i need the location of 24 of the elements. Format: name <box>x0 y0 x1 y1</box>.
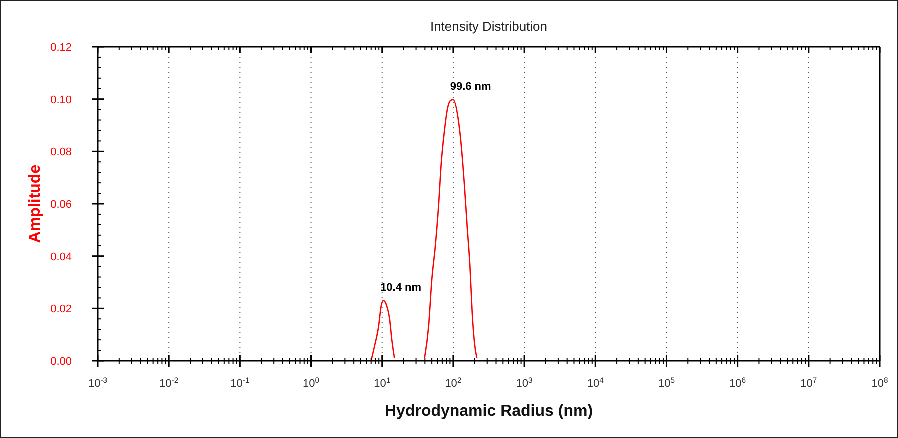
y-tick-label: 0.10 <box>50 94 72 106</box>
x-axis-title: Hydrodynamic Radius (nm) <box>384 403 594 420</box>
x-tick-label: 10$^{8}$ <box>872 376 888 390</box>
y-tick-label: 0.12 <box>50 42 72 54</box>
y-tick-label: 0.06 <box>50 199 72 211</box>
x-tick-label: 10$^{4}$ <box>587 376 605 390</box>
annotation: 99.6 nm <box>450 80 492 93</box>
annotation: 10.4 nm <box>380 282 422 294</box>
y-tick-label: 0.02 <box>50 304 72 316</box>
y-tick-label: 0.08 <box>50 146 72 159</box>
x-tick-label: 10$^{-2}$ <box>160 376 179 390</box>
x-tick-label: 10$^{-1}$ <box>230 376 250 390</box>
x-tick-label: 10$^{3}$ <box>516 376 533 390</box>
y-tick-label: 0.04 <box>50 251 72 264</box>
x-tick-label: 10$^{-3}$ <box>88 376 108 390</box>
x-tick-label: 10$^{0}$ <box>303 376 320 390</box>
x-tick-label: 10$^{7}$ <box>800 376 818 390</box>
x-tick-label: 10$^{5}$ <box>658 376 675 390</box>
x-tick-label: 10$^{6}$ <box>730 376 746 390</box>
x-tick-label: 10$^{2}$ <box>445 376 462 390</box>
x-tick-label: 10$^{1}$ <box>374 376 391 390</box>
y-tick-label: 0.00 <box>50 356 72 368</box>
y-axis-title: Amplitude <box>27 164 44 244</box>
chart-title: Intensity Distribution <box>430 19 548 34</box>
